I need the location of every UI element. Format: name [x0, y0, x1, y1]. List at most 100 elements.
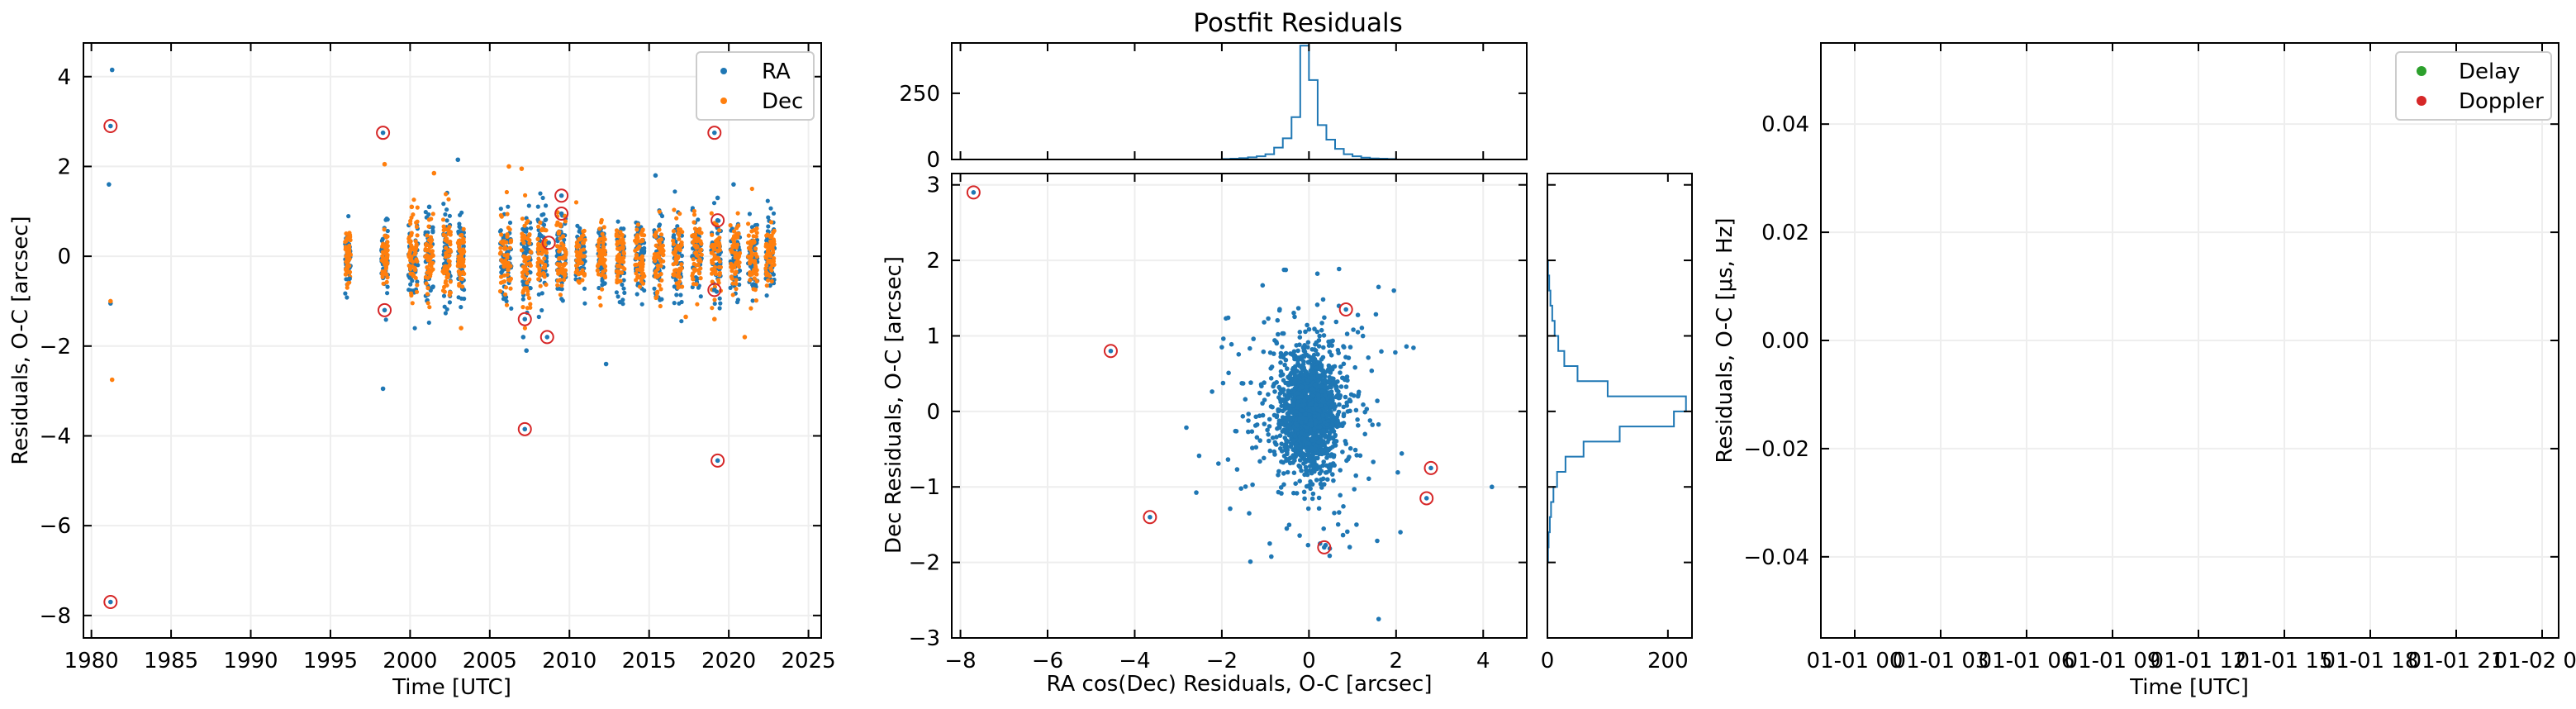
ra-point	[615, 219, 620, 224]
residual-point	[1297, 335, 1303, 340]
dec-point	[734, 226, 739, 231]
residual-point	[1326, 390, 1331, 395]
residual-point	[1328, 339, 1333, 345]
ra-point	[430, 285, 435, 290]
dec-point	[497, 288, 503, 294]
residual-point	[1295, 444, 1300, 450]
ra-point	[528, 270, 533, 275]
residual-point	[1361, 402, 1366, 407]
dec-point	[557, 270, 562, 275]
dec-point	[734, 250, 739, 255]
residual-point	[1240, 381, 1246, 386]
residual-point	[1267, 448, 1273, 454]
dec-point	[639, 279, 644, 284]
residual-point	[1295, 358, 1300, 364]
dec-point	[699, 231, 704, 236]
dec-point	[730, 236, 735, 241]
dec-point	[426, 237, 431, 243]
dec-point	[504, 189, 510, 195]
ra-point	[652, 286, 657, 291]
residual-point	[1360, 333, 1366, 339]
dec-point	[710, 267, 715, 272]
residual-point	[1305, 322, 1309, 328]
residual-point	[1298, 453, 1304, 459]
dec-histogram-y-ticks	[1547, 183, 1692, 639]
delay-doppler-legend: Delay Doppler	[2395, 51, 2552, 121]
ra-point	[659, 213, 665, 219]
time-series-y-ticks: 4 2 0 −2 −4 −6 −8	[40, 65, 821, 629]
residual-point	[1254, 435, 1260, 440]
dec-point	[601, 257, 606, 262]
residual-point	[1257, 413, 1262, 419]
dec-point	[764, 283, 769, 288]
ra-point	[525, 248, 530, 253]
ra-point	[718, 301, 723, 306]
residual-point	[1338, 384, 1344, 389]
dec-point	[406, 235, 411, 240]
dec-point	[409, 215, 414, 220]
residual-point	[1278, 446, 1283, 451]
residual-point	[1278, 350, 1284, 356]
dec-point	[414, 289, 420, 294]
dec-point	[425, 242, 430, 247]
residual-point	[1293, 481, 1298, 486]
dec-point	[443, 280, 448, 285]
residual-point	[1298, 447, 1303, 452]
y-tick-label: −2	[909, 551, 940, 576]
x-tick-label: −4	[1119, 649, 1150, 673]
dec-point	[616, 263, 621, 269]
residual-point	[1257, 459, 1262, 464]
legend-label-ra: RA	[762, 59, 791, 84]
outlier-point	[382, 307, 387, 313]
ra-histogram-x-ticks	[959, 43, 1485, 159]
dec-point	[447, 225, 452, 230]
y-tick-label: 250	[899, 82, 940, 107]
dec-point	[735, 211, 740, 216]
residual-point	[1315, 455, 1320, 461]
dec-point	[712, 253, 717, 258]
residual-point	[1280, 345, 1285, 350]
residual-point	[1294, 409, 1299, 415]
outlier-point	[1423, 496, 1429, 501]
residual-point	[1398, 530, 1403, 535]
residual-scatter-grid	[952, 174, 1527, 639]
residual-point	[1329, 376, 1335, 381]
residual-point	[1268, 376, 1274, 381]
dec-point	[505, 212, 510, 217]
dec-point	[616, 234, 622, 239]
residual-point	[1320, 397, 1326, 402]
ra-point	[343, 291, 348, 296]
residual-point	[1362, 431, 1367, 437]
residual-point	[1270, 435, 1276, 440]
dec-point	[690, 274, 695, 278]
ra-point	[750, 298, 755, 303]
dec-point	[461, 271, 466, 276]
residual-point	[1379, 349, 1384, 354]
dec-point	[712, 264, 718, 269]
dec-point	[345, 285, 349, 290]
outlier-marker	[711, 213, 725, 228]
dec-point	[660, 247, 665, 252]
residual-point	[1314, 329, 1320, 335]
ra-point	[677, 301, 682, 306]
dec-point	[415, 205, 420, 210]
residual-point	[1272, 389, 1277, 394]
dec-point	[555, 278, 561, 283]
dec-point	[385, 275, 390, 280]
residual-point	[1246, 429, 1251, 435]
dec-point	[384, 279, 389, 284]
residual-point	[1225, 315, 1231, 321]
dec-point	[658, 232, 664, 237]
dec-point	[580, 278, 585, 283]
dec-point	[691, 282, 696, 287]
dec-point	[697, 226, 702, 231]
ra-point	[441, 202, 446, 207]
residual-point	[1399, 451, 1404, 456]
residual-point	[1367, 418, 1373, 423]
dec-point	[710, 271, 715, 276]
ra-point	[620, 297, 625, 302]
y-tick-label: 1	[926, 324, 940, 349]
dec-point	[525, 292, 530, 297]
ra-point	[717, 296, 722, 301]
outlier-marker	[707, 283, 722, 297]
